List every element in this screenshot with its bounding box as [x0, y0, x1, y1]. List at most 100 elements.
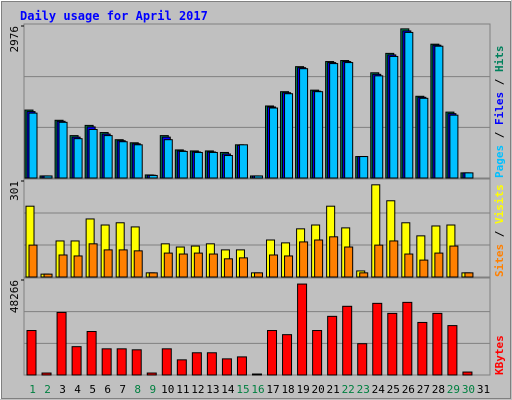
bar: [464, 272, 474, 278]
bar: [118, 249, 128, 278]
x-tick-label: 4: [74, 383, 81, 396]
bar: [223, 258, 233, 278]
bar: [269, 254, 279, 278]
bar: [43, 273, 53, 278]
bar: [208, 151, 218, 179]
bar: [417, 321, 428, 376]
x-tick-label: 26: [402, 383, 415, 396]
bar: [299, 68, 309, 179]
bar: [434, 45, 444, 179]
bar: [389, 240, 399, 278]
bar: [133, 144, 143, 179]
bar: [191, 352, 202, 376]
x-tick-label: 1: [29, 383, 36, 396]
bar: [419, 97, 429, 179]
bar: [133, 250, 143, 278]
bar: [193, 151, 203, 179]
bar: [267, 330, 278, 376]
x-tick-label: 31: [477, 383, 490, 396]
x-tick-label: 7: [119, 383, 126, 396]
bar: [116, 348, 127, 376]
x-tick-label: 17: [266, 383, 279, 396]
bar: [58, 121, 68, 179]
bar: [329, 236, 339, 278]
bar: [86, 331, 97, 376]
bar: [178, 253, 188, 278]
bar: [193, 252, 203, 278]
bar: [432, 312, 443, 376]
bar: [314, 239, 324, 278]
x-tick-label: 24: [372, 383, 386, 396]
bar: [43, 175, 53, 179]
legend: Pages / Files / Hits: [493, 46, 506, 179]
bar: [236, 356, 247, 376]
bar: [312, 330, 323, 376]
x-tick-label: 27: [417, 383, 430, 396]
bar: [28, 244, 38, 278]
bar: [238, 257, 248, 278]
bar: [342, 305, 353, 376]
bar: [344, 62, 354, 179]
bar: [251, 373, 262, 376]
bar: [449, 245, 459, 278]
bar: [402, 301, 413, 376]
bar: [327, 315, 338, 376]
bar: [161, 348, 172, 376]
x-tick-label: 6: [104, 383, 111, 396]
x-tick-label: 11: [176, 383, 189, 396]
bar: [71, 346, 82, 376]
bar: [176, 359, 187, 376]
bar: [387, 312, 398, 376]
bar: [329, 63, 339, 179]
bar: [56, 311, 67, 376]
x-tick-label: 18: [281, 383, 294, 396]
bar: [73, 255, 83, 278]
bar: [73, 138, 83, 179]
bar: [238, 144, 248, 179]
legend-entry: Sites: [493, 244, 506, 277]
x-tick-label: 9: [149, 383, 156, 396]
x-tick-label: 3: [59, 383, 66, 396]
bar: [374, 75, 384, 179]
bar: [148, 272, 158, 278]
x-tick-label: 15: [236, 383, 249, 396]
bar: [359, 156, 369, 179]
bar: [434, 252, 444, 278]
bar: [223, 155, 233, 179]
x-tick-label: 8: [134, 383, 141, 396]
legend-entry: Visits: [493, 184, 506, 224]
x-tick-label: 10: [161, 383, 174, 396]
bar: [103, 249, 113, 278]
chart-title: Daily usage for April 2017: [20, 9, 208, 23]
x-tick-label: 14: [221, 383, 235, 396]
bar: [118, 141, 128, 179]
x-tick-label: 22: [342, 383, 355, 396]
x-tick-label: 23: [357, 383, 370, 396]
bar: [28, 112, 38, 179]
legend-entry: KBytes: [493, 335, 506, 375]
legend: Sites / Visits: [493, 184, 506, 277]
bar: [464, 172, 474, 179]
bar: [146, 372, 157, 376]
bar: [206, 352, 217, 376]
x-tick-label: 25: [387, 383, 400, 396]
legend-separator: /: [493, 131, 506, 138]
legend-separator: /: [493, 230, 506, 237]
legend-separator: /: [493, 78, 506, 85]
bar: [103, 135, 113, 179]
bar: [314, 91, 324, 179]
x-tick-label: 20: [312, 383, 325, 396]
bar: [269, 107, 279, 179]
bar: [148, 174, 158, 179]
bar: [357, 343, 368, 376]
bar: [284, 93, 294, 179]
x-tick-label: 30: [462, 383, 475, 396]
bar: [404, 253, 414, 278]
x-tick-label: 19: [296, 383, 309, 396]
bar: [449, 114, 459, 179]
bar: [359, 272, 369, 278]
legend-entry: Files: [493, 92, 506, 125]
